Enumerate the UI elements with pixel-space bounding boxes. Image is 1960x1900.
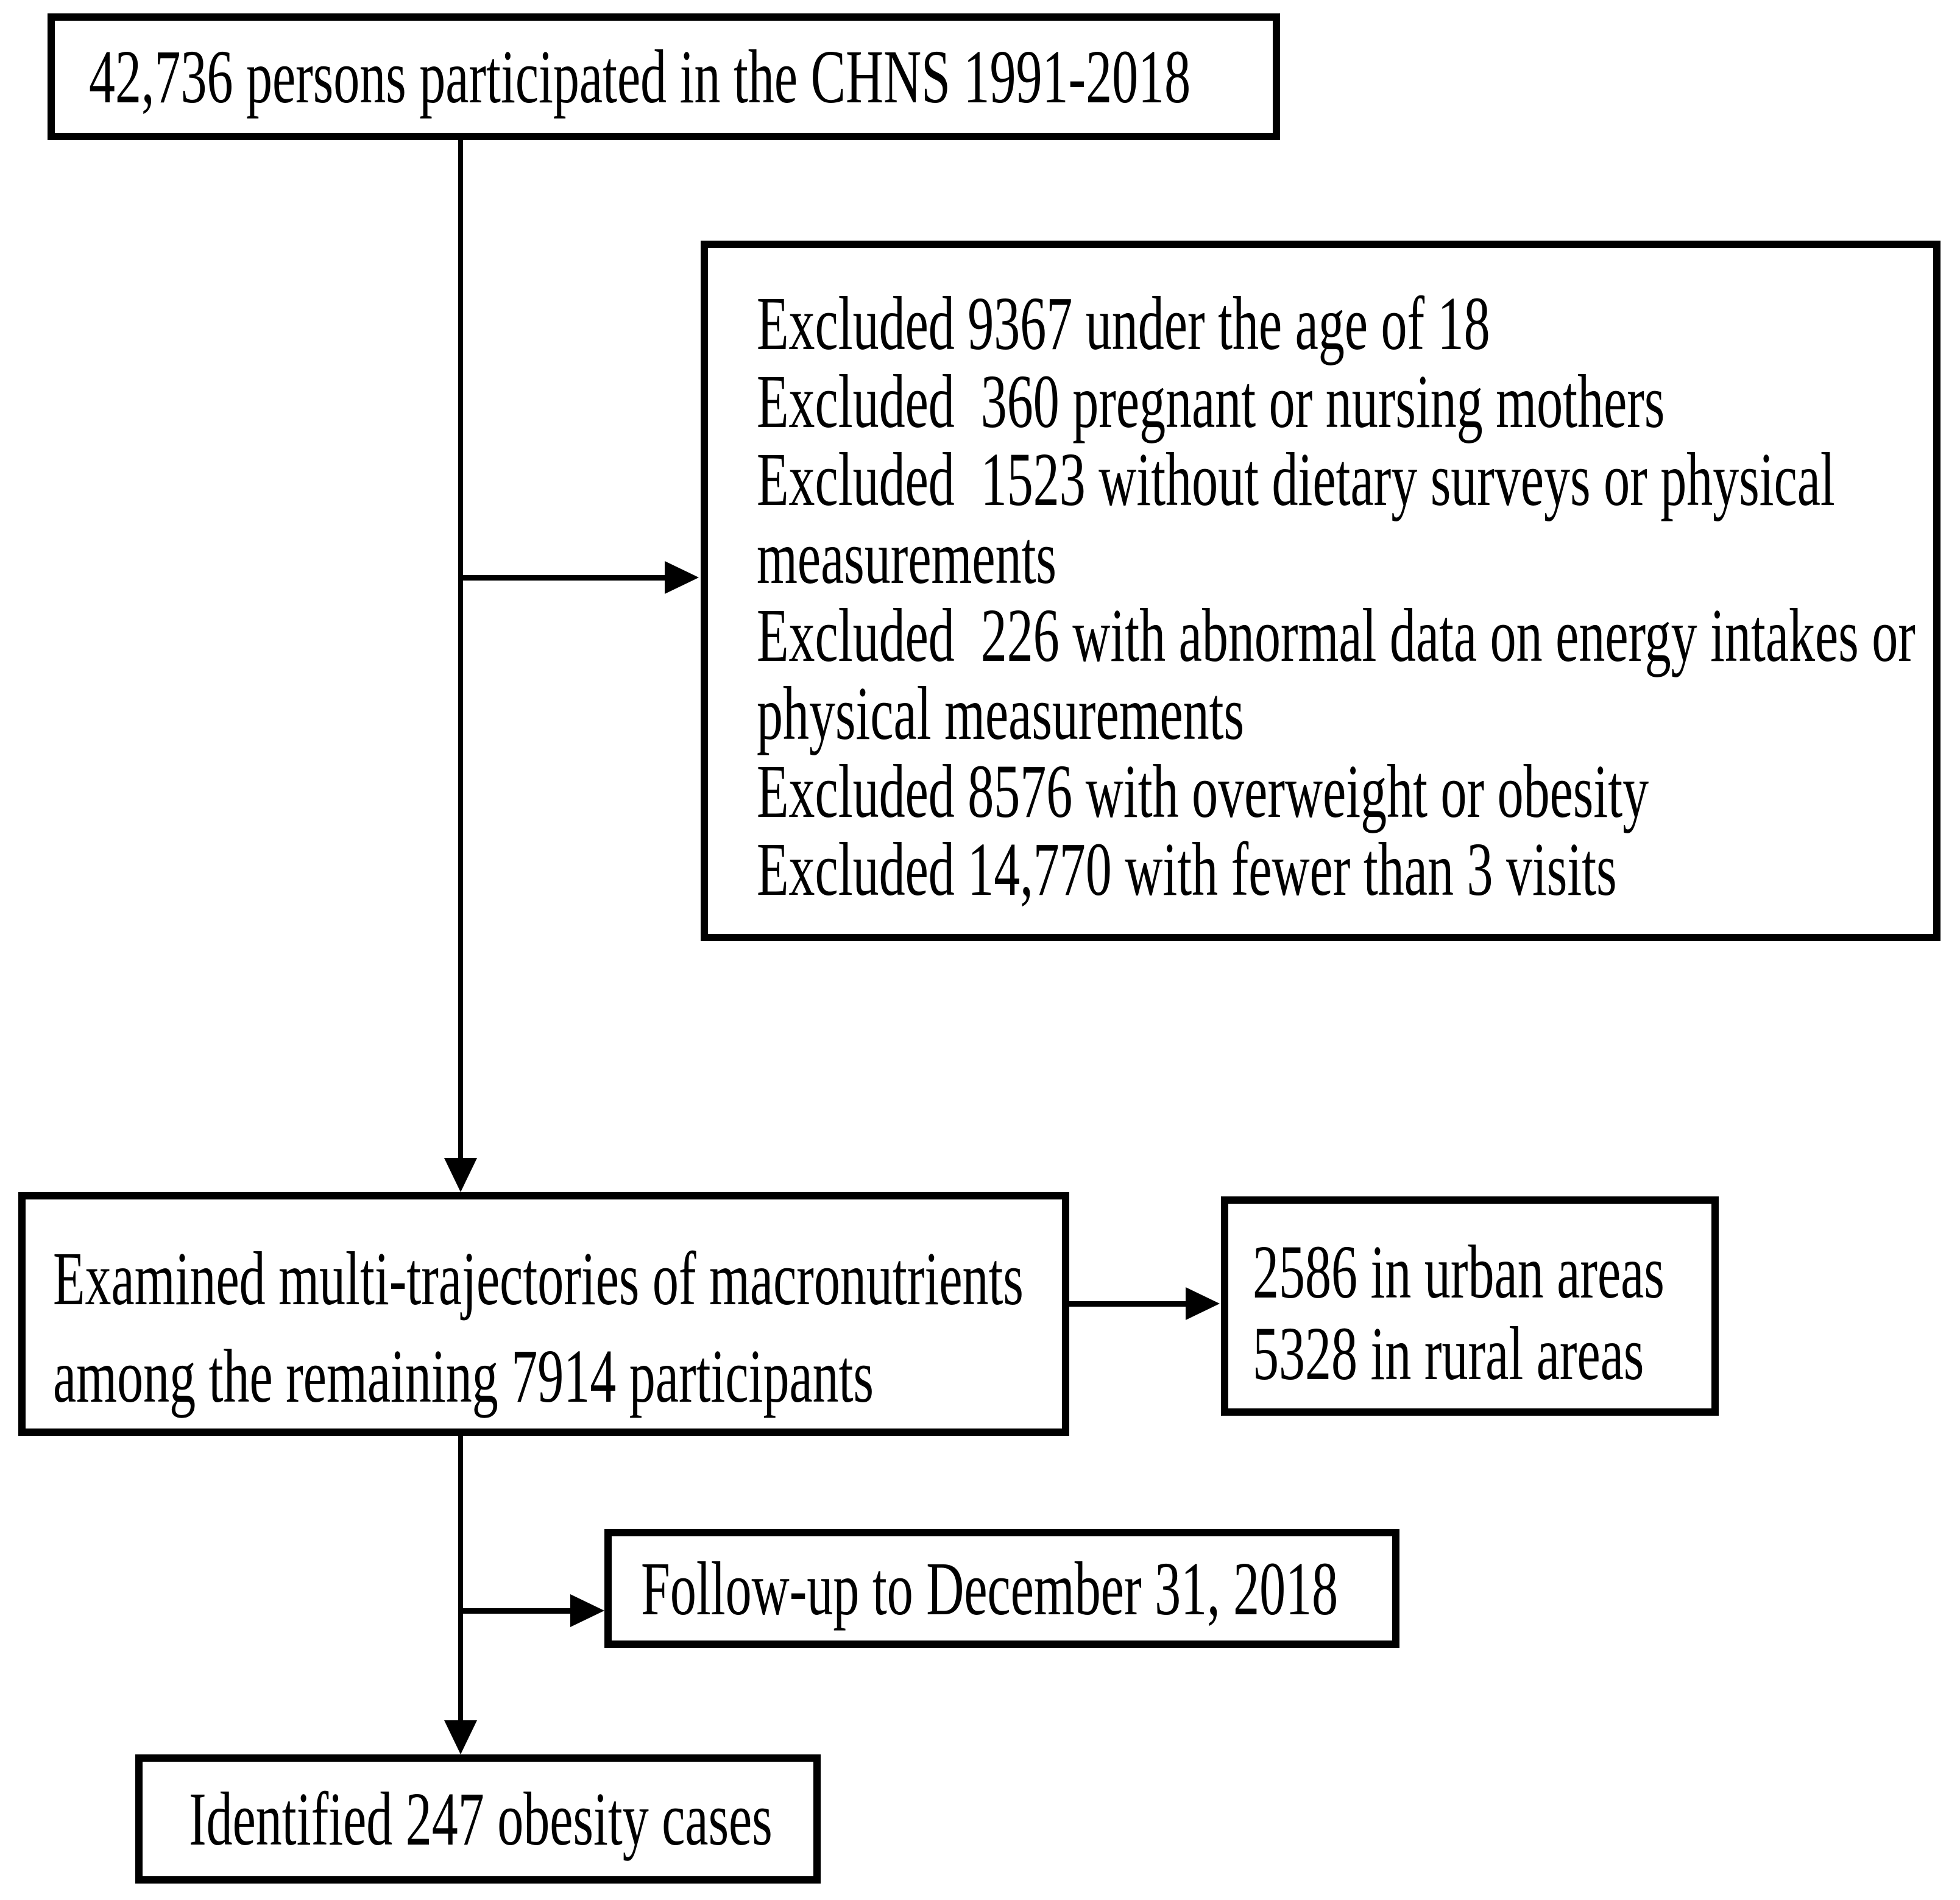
connector-examined-to-areas [1069, 1301, 1186, 1307]
arrowhead-into-followup-box [570, 1594, 604, 1627]
followup-text: Follow-up to December 31, 2018 [641, 1545, 1339, 1631]
exclusion-line: Excluded 360 pregnant or nursing mothers [757, 359, 1665, 444]
arrowhead-into-exclusions-box [665, 561, 699, 594]
participants-text: 42,736 persons participated in the CHNS … [89, 34, 1191, 119]
arrowhead-into-outcome-box [444, 1720, 477, 1754]
connector-participants-to-examined [458, 140, 463, 1160]
connector-to-exclusions [461, 575, 665, 581]
examined-text-line: among the remaining 7914 participants [53, 1333, 874, 1419]
exclusion-line: Excluded 226 with abnormal data on energ… [757, 593, 1916, 678]
arrowhead-into-examined-box [444, 1158, 477, 1192]
arrowhead-into-areas-box [1186, 1287, 1220, 1320]
area-count-line: 5328 in rural areas [1253, 1311, 1644, 1396]
exclusion-line: Excluded 8576 with overweight or obesity [757, 749, 1649, 834]
examined-text-line: Examined multi-trajectories of macronutr… [53, 1236, 1024, 1321]
area-count-line: 2586 in urban areas [1253, 1229, 1665, 1315]
participants-box: 42,736 persons participated in the CHNS … [48, 13, 1280, 140]
exclusions-box: Excluded 9367 under the age of 18 Exclud… [701, 241, 1941, 941]
examined-box: Examined multi-trajectories of macronutr… [18, 1192, 1069, 1436]
connector-to-followup [461, 1608, 571, 1614]
exclusion-line: measurements [757, 515, 1056, 600]
exclusion-line: Excluded 1523 without dietary surveys or… [757, 437, 1835, 522]
followup-box: Follow-up to December 31, 2018 [604, 1529, 1399, 1648]
areas-box: 2586 in urban areas 5328 in rural areas [1221, 1196, 1719, 1416]
exclusion-line: Excluded 9367 under the age of 18 [757, 281, 1490, 366]
connector-examined-to-outcome [458, 1436, 463, 1722]
exclusion-line: Excluded 14,770 with fewer than 3 visits [757, 827, 1617, 912]
exclusion-line: physical measurements [757, 671, 1245, 756]
outcome-box: Identified 247 obesity cases [135, 1754, 821, 1884]
outcome-text: Identified 247 obesity cases [189, 1776, 773, 1862]
